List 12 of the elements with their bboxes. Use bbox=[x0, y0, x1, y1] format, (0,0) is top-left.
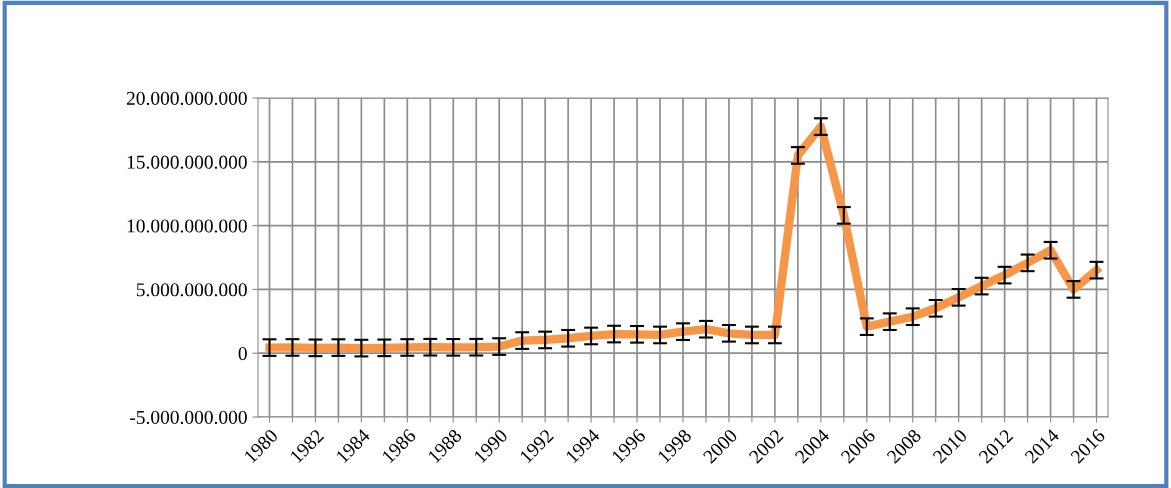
x-tick-label: 1990 bbox=[473, 428, 509, 464]
y-tick-label: 15.000.000.000 bbox=[127, 155, 247, 169]
x-tick-label: 1992 bbox=[519, 428, 555, 464]
x-tick-label: 1988 bbox=[427, 428, 463, 464]
y-tick-label: 5.000.000.000 bbox=[136, 283, 247, 297]
x-tick-label: 1982 bbox=[289, 428, 325, 464]
y-tick-label: 20.000.000.000 bbox=[126, 91, 247, 106]
y-tick-label: 10.000.000.000 bbox=[127, 219, 247, 233]
y-tick-label: -5.000.000.000 bbox=[130, 410, 247, 425]
y-tick-label: 0 bbox=[238, 347, 247, 361]
x-tick-label: 1998 bbox=[657, 428, 693, 464]
x-tick-label: 1980 bbox=[243, 428, 279, 464]
